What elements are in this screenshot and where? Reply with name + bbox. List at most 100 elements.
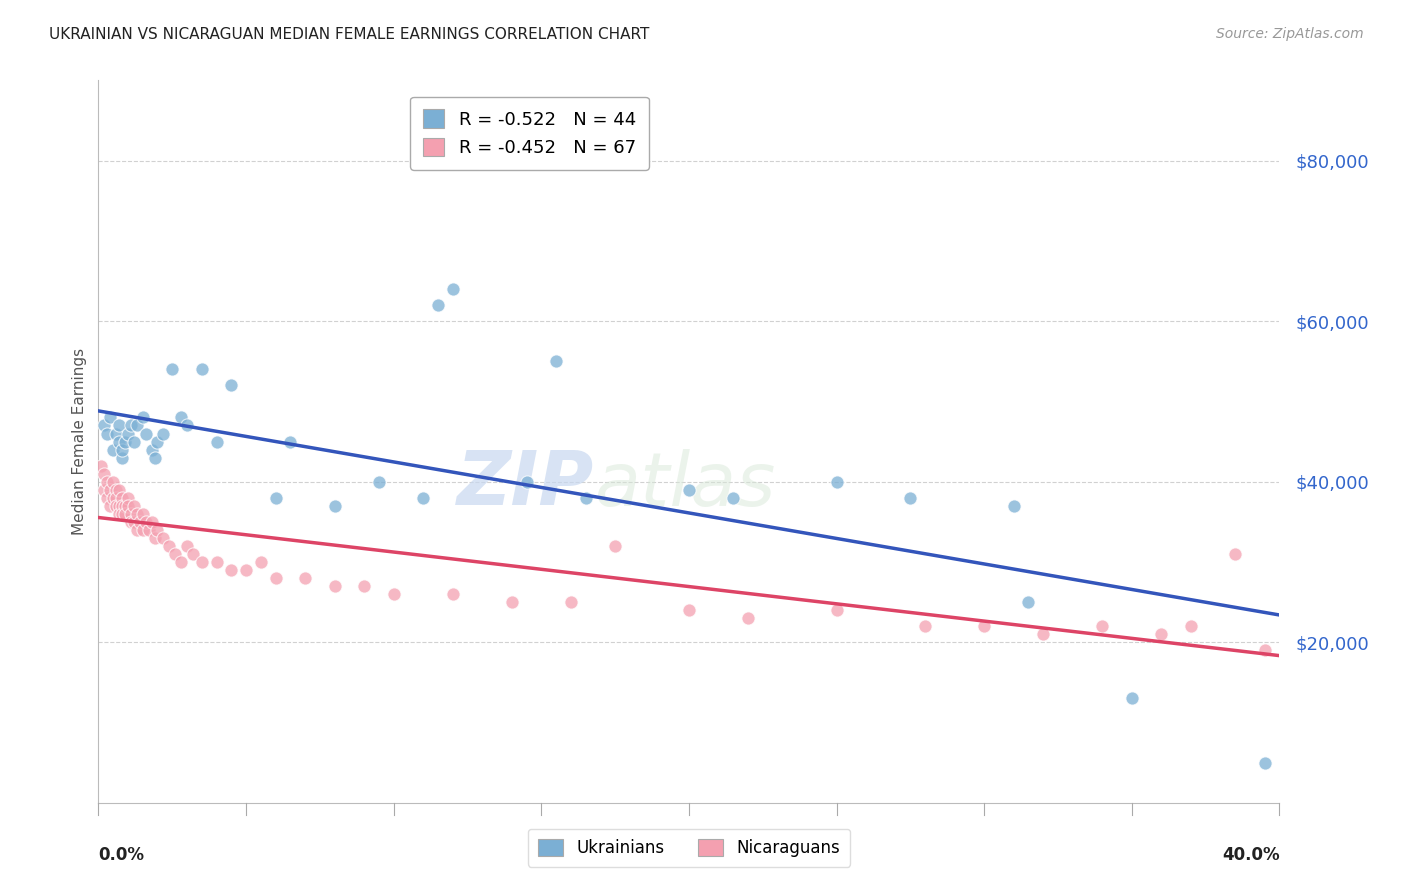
Point <box>1032 627 1054 641</box>
Point <box>914 619 936 633</box>
Point <box>117 491 139 505</box>
Point <box>205 555 228 569</box>
Point <box>105 483 128 497</box>
Point <box>105 499 128 513</box>
Point <box>1121 691 1143 706</box>
Point <box>152 531 174 545</box>
Point <box>125 507 148 521</box>
Point <box>1091 619 1114 633</box>
Point <box>108 499 131 513</box>
Point <box>93 418 115 433</box>
Text: 0.0%: 0.0% <box>98 847 145 864</box>
Point <box>122 434 145 449</box>
Point <box>323 579 346 593</box>
Point <box>120 515 142 529</box>
Point <box>122 499 145 513</box>
Point <box>103 491 125 505</box>
Point <box>96 475 118 489</box>
Point <box>146 523 169 537</box>
Point <box>111 507 134 521</box>
Point <box>1002 499 1025 513</box>
Point <box>143 450 166 465</box>
Point <box>141 442 163 457</box>
Point <box>1254 643 1277 657</box>
Point <box>108 434 131 449</box>
Point <box>382 587 405 601</box>
Point <box>427 298 450 312</box>
Point <box>93 483 115 497</box>
Point <box>125 418 148 433</box>
Point <box>141 515 163 529</box>
Point <box>501 595 523 609</box>
Point <box>191 362 214 376</box>
Text: Source: ZipAtlas.com: Source: ZipAtlas.com <box>1216 27 1364 41</box>
Point <box>117 426 139 441</box>
Point <box>250 555 273 569</box>
Point <box>973 619 995 633</box>
Y-axis label: Median Female Earnings: Median Female Earnings <box>72 348 87 535</box>
Point <box>825 475 848 489</box>
Point <box>135 426 157 441</box>
Point <box>103 475 125 489</box>
Point <box>146 434 169 449</box>
Point <box>105 491 128 505</box>
Point <box>114 499 136 513</box>
Point <box>132 523 155 537</box>
Point <box>605 539 627 553</box>
Point <box>176 418 198 433</box>
Point <box>96 491 118 505</box>
Point <box>221 378 243 392</box>
Point <box>678 603 700 617</box>
Point <box>176 539 198 553</box>
Point <box>1018 595 1040 609</box>
Point <box>723 491 745 505</box>
Point <box>353 579 375 593</box>
Point <box>152 426 174 441</box>
Point <box>560 595 582 609</box>
Point <box>135 515 157 529</box>
Point <box>108 483 131 497</box>
Point <box>103 442 125 457</box>
Point <box>162 362 183 376</box>
Point <box>1254 756 1277 770</box>
Point <box>98 499 121 513</box>
Point <box>1180 619 1202 633</box>
Point <box>120 507 142 521</box>
Point <box>323 499 346 513</box>
Text: UKRAINIAN VS NICARAGUAN MEDIAN FEMALE EARNINGS CORRELATION CHART: UKRAINIAN VS NICARAGUAN MEDIAN FEMALE EA… <box>49 27 650 42</box>
Point <box>157 539 180 553</box>
Point <box>516 475 538 489</box>
Point <box>98 410 121 425</box>
Point <box>1225 547 1247 561</box>
Point <box>111 491 134 505</box>
Point <box>108 507 131 521</box>
Point <box>111 499 134 513</box>
Point <box>546 354 568 368</box>
Point <box>111 450 134 465</box>
Point <box>117 499 139 513</box>
Legend: R = -0.522   N = 44, R = -0.452   N = 67: R = -0.522 N = 44, R = -0.452 N = 67 <box>411 96 648 169</box>
Point <box>125 523 148 537</box>
Point <box>90 458 112 473</box>
Point <box>1150 627 1173 641</box>
Point <box>441 282 464 296</box>
Point <box>191 555 214 569</box>
Point <box>441 587 464 601</box>
Text: ZIP: ZIP <box>457 449 595 522</box>
Point <box>181 547 204 561</box>
Point <box>132 410 155 425</box>
Point <box>170 555 193 569</box>
Point <box>132 507 155 521</box>
Point <box>205 434 228 449</box>
Point <box>170 410 193 425</box>
Point <box>412 491 434 505</box>
Point <box>128 515 150 529</box>
Text: atlas: atlas <box>595 449 776 521</box>
Point <box>114 507 136 521</box>
Point <box>93 467 115 481</box>
Point <box>825 603 848 617</box>
Text: 40.0%: 40.0% <box>1222 847 1279 864</box>
Point <box>737 611 759 625</box>
Point <box>280 434 302 449</box>
Point <box>678 483 700 497</box>
